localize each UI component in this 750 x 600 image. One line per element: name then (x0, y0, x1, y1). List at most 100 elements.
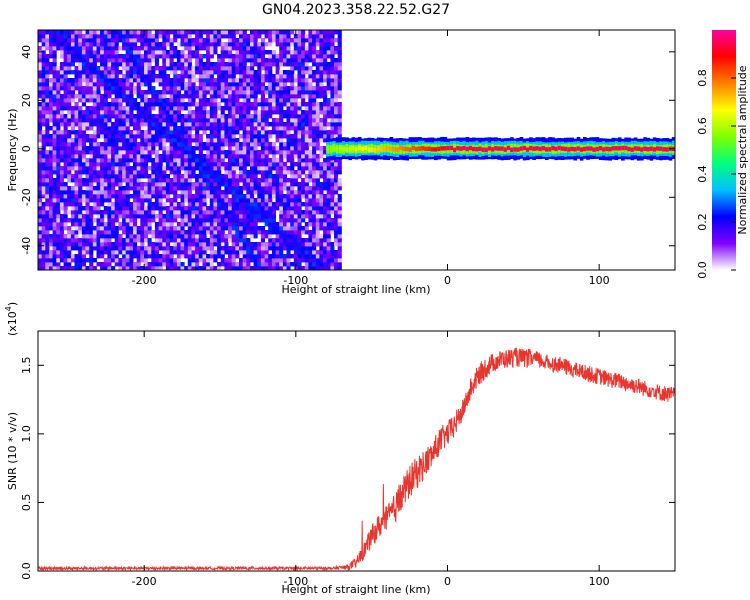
spectrogram-cell (282, 214, 287, 219)
spectrogram-cell (235, 106, 240, 111)
spectrogram-cell (312, 266, 317, 270)
spectrogram-cell (158, 114, 163, 119)
spectrogram-cell (92, 210, 97, 215)
spectrogram-cell (67, 210, 72, 215)
spectrogram-cell (235, 142, 240, 147)
spectrogram-cell (125, 190, 130, 195)
spectrogram-cell (334, 82, 339, 87)
spectrogram-cell (187, 238, 192, 243)
spectrogram-cell (235, 262, 240, 267)
spectrogram-cell (191, 206, 196, 211)
spectrogram-cell (242, 46, 247, 51)
spectrogram-cell (147, 150, 152, 155)
spectrogram-cell (206, 46, 211, 51)
spectrogram-cell (103, 142, 108, 147)
spectrogram-cell (165, 150, 170, 155)
spectrogram-cell (162, 190, 167, 195)
spectrogram-cell (129, 30, 134, 35)
spectrogram-cell (158, 138, 163, 143)
spectrogram-cell (304, 70, 309, 75)
spectrogram-cell (312, 214, 317, 219)
spectrogram-cell (275, 54, 280, 59)
spectrogram-cell (184, 178, 189, 183)
spectrogram-cell (264, 110, 269, 115)
spectrogram-cell (242, 66, 247, 71)
spectrogram-cell (319, 38, 324, 43)
spectrogram-cell (165, 38, 170, 43)
spectrogram-cell (312, 162, 317, 167)
spectrogram-cell (118, 262, 123, 267)
spectrogram-cell (129, 202, 134, 207)
spectrogram-cell (133, 218, 138, 223)
spectrogram-cell (129, 242, 134, 247)
spectrogram-cell (158, 210, 163, 215)
spectrogram-cell (220, 234, 225, 239)
spectrogram-cell (213, 146, 218, 151)
spectrogram-cell (235, 58, 240, 63)
spectrogram-cell (337, 178, 342, 183)
spectrogram-cell (271, 146, 276, 151)
spectrogram-cell (96, 226, 101, 231)
spectrogram-cell (92, 170, 97, 175)
spectrogram-cell (49, 94, 54, 99)
spectrogram-cell (297, 94, 302, 99)
spectrogram-cell (103, 214, 108, 219)
spectrogram-cell (111, 190, 116, 195)
spectrogram-cell (74, 162, 79, 167)
spectrogram-cell (125, 258, 130, 263)
spectrogram-cell (111, 30, 116, 35)
spectrogram-cell (187, 98, 192, 103)
spectrogram-cell (293, 34, 298, 39)
spectrogram-cell (133, 174, 138, 179)
spectrogram-cell (144, 98, 149, 103)
spectrogram-cell (111, 130, 116, 135)
spectrogram-cell (74, 230, 79, 235)
spectrogram-cell (85, 226, 90, 231)
spectrogram-cell (92, 66, 97, 71)
spectrogram-cell (198, 226, 203, 231)
spectrogram-cell (257, 150, 262, 155)
spectrogram-cell (38, 30, 43, 35)
spectrogram-cell (264, 166, 269, 171)
spectrogram-cell (122, 202, 127, 207)
spectrogram-cell (136, 38, 141, 43)
spectrogram-cell (41, 250, 46, 255)
spectrogram-cell (290, 230, 295, 235)
spectrogram-cell (38, 230, 43, 235)
spectrogram-cell (260, 138, 265, 143)
spectrogram-cell (290, 254, 295, 259)
spectrogram-cell (140, 206, 145, 211)
spectrogram-cell (85, 250, 90, 255)
spectrogram-cell (96, 198, 101, 203)
spectrogram-cell (184, 86, 189, 91)
spectrogram-cell (111, 254, 116, 259)
spectrogram-cell (308, 178, 313, 183)
spectrogram-cell (169, 230, 174, 235)
spectrogram-cell (268, 102, 273, 107)
spectrogram-cell (158, 34, 163, 39)
spectrogram-cell (92, 202, 97, 207)
spectrogram-cell (271, 242, 276, 247)
spectrogram-cell (250, 182, 255, 187)
spectrogram-cell (209, 54, 214, 59)
spectrogram-cell (122, 226, 127, 231)
spectrogram-cell (59, 226, 64, 231)
spectrogram-cell (228, 214, 233, 219)
spectrogram-cell (286, 50, 291, 55)
spectrogram-cell (304, 114, 309, 119)
spectrogram-cell (198, 98, 203, 103)
spectrogram-cell (114, 46, 119, 51)
spectrogram-cell (253, 258, 258, 263)
spectrogram-cell (158, 98, 163, 103)
spectrogram-cell (286, 34, 291, 39)
spectrogram-cell (195, 230, 200, 235)
spectrogram-cell (330, 106, 335, 111)
spectrogram-cell (173, 214, 178, 219)
spectrogram-cell (198, 74, 203, 79)
spectrogram-cell (140, 46, 145, 51)
spectrogram-cell (312, 106, 317, 111)
spectrogram-cell (202, 206, 207, 211)
spectrogram-cell (304, 58, 309, 63)
spectrogram-cell (89, 66, 94, 71)
spectrogram-cell (264, 178, 269, 183)
